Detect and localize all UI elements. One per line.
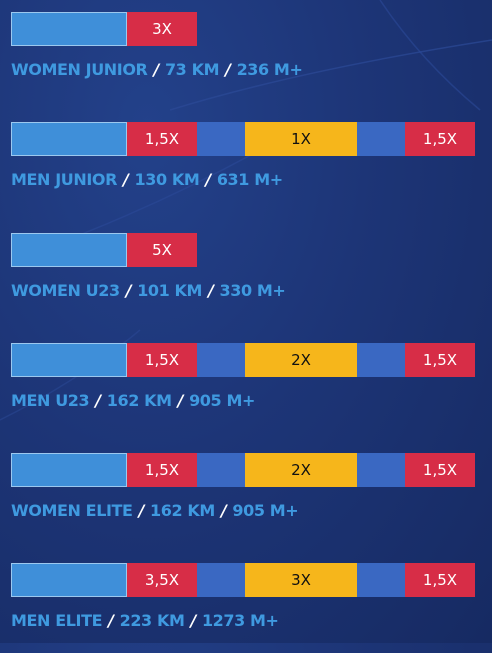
lap-segment-transfer [357,343,405,377]
lap-segment-circuit: 1,5X [405,563,475,597]
lap-segment-transfer [197,343,245,377]
separator: / [220,501,227,520]
elevation-label: 1273 M+ [201,611,279,630]
separator: / [95,391,101,410]
lap-segment-circuit: 1,5X [405,122,475,156]
separator: / [138,501,145,520]
lap-segment-start [11,12,127,46]
lap-segment-transfer [197,122,245,156]
lap-bar: 1,5X 2X 1,5X [11,343,491,377]
lap-segment-start [11,453,127,487]
race-caption: MEN JUNIOR / 130 KM / 631 M+ [11,168,283,192]
lap-segment-start [11,122,127,156]
separator: / [108,611,114,630]
lap-bar: 3,5X 3X 1,5X [11,563,491,597]
race-women-junior: 3X WOMEN JUNIOR / 73 KM / 236 M+ [0,12,492,102]
lap-segment-transfer [357,453,405,487]
race-men-elite: 3,5X 3X 1,5X MEN ELITE / 223 KM / 1273 M+ [0,563,492,653]
lap-segment-circuit: 3X [127,12,197,46]
lap-segment-climb: 1X [245,122,357,156]
race-caption: WOMEN JUNIOR / 73 KM / 236 M+ [11,58,303,82]
race-men-u23: 1,5X 2X 1,5X MEN U23 / 162 KM / 905 M+ [0,343,492,433]
race-caption: WOMEN U23 / 101 KM / 330 M+ [11,279,286,303]
lap-segment-circuit: 1,5X [405,343,475,377]
elevation-label: 905 M+ [232,501,299,520]
race-women-u23: 5X WOMEN U23 / 101 KM / 330 M+ [0,233,492,323]
category-label: WOMEN U23 [11,281,120,300]
lap-segment-transfer [197,453,245,487]
separator: / [205,170,211,189]
category-label: MEN JUNIOR [11,170,118,189]
race-caption: MEN ELITE / 223 KM / 1273 M+ [11,609,279,633]
category-label: WOMEN ELITE [11,501,133,520]
lap-segment-circuit: 1,5X [127,453,197,487]
lap-segment-circuit: 5X [127,233,197,267]
lap-bar: 5X [11,233,491,267]
elevation-label: 330 M+ [219,281,286,300]
lap-segment-circuit: 1,5X [127,122,197,156]
race-men-junior: 1,5X 1X 1,5X MEN JUNIOR / 130 KM / 631 M+ [0,122,492,212]
lap-segment-transfer [357,563,405,597]
distance-label: 162 KM [106,391,172,410]
separator: / [125,281,132,300]
lap-segment-transfer [197,563,245,597]
lap-segment-circuit: 3,5X [127,563,197,597]
distance-label: 162 KM [150,501,215,520]
distance-label: 73 KM [164,60,220,79]
lap-bar: 1,5X 1X 1,5X [11,122,491,156]
lap-segment-start [11,343,127,377]
separator: / [123,170,129,189]
elevation-label: 905 M+ [189,391,255,410]
distance-label: 130 KM [134,170,200,189]
elevation-label: 631 M+ [216,170,283,189]
lap-segment-climb: 2X [245,453,357,487]
separator: / [190,611,196,630]
category-label: MEN ELITE [11,611,103,630]
lap-bar: 1,5X 2X 1,5X [11,453,491,487]
category-label: MEN U23 [11,391,90,410]
separator: / [177,391,184,410]
elevation-label: 236 M+ [236,60,303,79]
lap-bar: 3X [11,12,491,46]
lap-segment-circuit: 1,5X [405,453,475,487]
category-label: WOMEN JUNIOR [11,60,148,79]
separator: / [153,60,159,79]
lap-segment-start [11,563,127,597]
lap-segment-start [11,233,127,267]
race-caption: MEN U23 / 162 KM / 905 M+ [11,389,255,413]
separator: / [225,60,231,79]
distance-label: 101 KM [137,281,203,300]
race-women-elite: 1,5X 2X 1,5X WOMEN ELITE / 162 KM / 905 M+ [0,453,492,543]
distance-label: 223 KM [119,611,185,630]
lap-segment-climb: 3X [245,563,357,597]
lap-segment-transfer [357,122,405,156]
race-caption: WOMEN ELITE / 162 KM / 905 M+ [11,499,299,523]
lap-segment-climb: 2X [245,343,357,377]
separator: / [208,281,214,300]
lap-segment-circuit: 1,5X [127,343,197,377]
